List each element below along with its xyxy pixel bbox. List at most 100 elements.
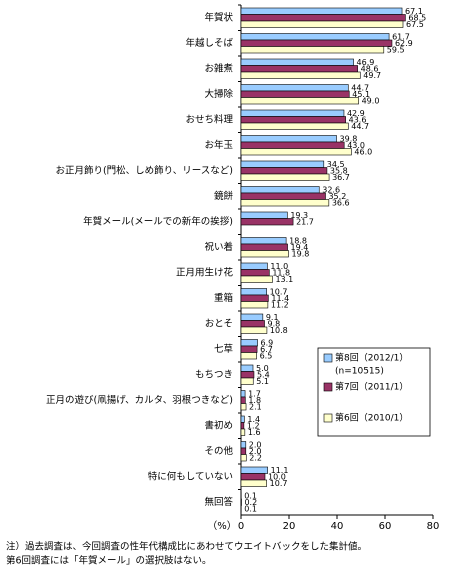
- value-label: 0.1: [244, 504, 257, 513]
- category-label: 七草: [214, 343, 233, 355]
- bar: [241, 480, 267, 487]
- bar: [241, 85, 348, 92]
- category-label: 大掃除: [204, 88, 233, 100]
- value-label: 2.1: [249, 402, 262, 411]
- bar: [241, 467, 268, 474]
- category-label: もちつき: [195, 369, 233, 380]
- bar: [241, 47, 384, 54]
- bar: [241, 353, 257, 360]
- bar: [241, 346, 257, 353]
- bar: [241, 40, 392, 47]
- value-label: 49.7: [363, 71, 381, 80]
- x-tick-label: 40: [331, 521, 344, 532]
- category-label: 祝い着: [204, 241, 233, 253]
- bar: [241, 429, 245, 436]
- bar: [241, 72, 360, 79]
- value-label: 13.1: [275, 275, 293, 284]
- bar: [241, 455, 246, 462]
- value-label: 59.5: [387, 45, 405, 54]
- legend-label: 第7回（2011/1）: [335, 381, 408, 393]
- value-label: 11.2: [271, 300, 289, 309]
- bar: [241, 289, 267, 296]
- bar: [241, 136, 337, 143]
- bar: [241, 200, 329, 207]
- category-label: 重箱: [214, 292, 233, 304]
- bar: [241, 251, 289, 258]
- value-label: 36.6: [332, 198, 350, 207]
- legend-sample-size: (n=10515): [335, 367, 384, 377]
- category-label: 正月の遊び(凧揚げ、カルタ、羽根つきなど): [46, 394, 233, 406]
- bar: [241, 404, 246, 411]
- bar: [241, 91, 349, 98]
- bar: [241, 59, 354, 66]
- x-tick-label: 80: [427, 521, 440, 532]
- x-axis-label: （%）: [207, 520, 237, 532]
- bar: [241, 276, 272, 283]
- bar: [241, 340, 258, 347]
- x-tick-label: 20: [283, 521, 296, 532]
- bar: [241, 365, 253, 372]
- bar: [241, 187, 319, 194]
- x-tick-label: 60: [379, 521, 392, 532]
- category-label: お年玉: [204, 139, 233, 151]
- bar: [241, 263, 267, 270]
- value-label: 5.1: [256, 377, 269, 386]
- category-label: 書初め: [204, 419, 233, 431]
- x-tick-label: 0: [238, 521, 244, 532]
- legend-label: 第6回（2010/1）: [335, 412, 408, 424]
- bar: [241, 34, 389, 41]
- bar: [241, 244, 288, 251]
- category-label: 特に何もしていない: [148, 470, 233, 482]
- category-label: 無回答: [204, 496, 233, 508]
- bar: [241, 123, 348, 130]
- category-label: おせち料理: [185, 113, 233, 125]
- value-label: 10.7: [270, 479, 288, 488]
- bar: [241, 149, 351, 156]
- bar: [241, 168, 327, 175]
- bar: [241, 302, 268, 309]
- value-label: 49.0: [362, 96, 380, 105]
- value-label: 36.7: [332, 173, 350, 182]
- category-label: おとそ: [205, 318, 233, 329]
- category-label: 正月用生け花: [176, 266, 234, 278]
- note: 注）過去調査は、今回調査の性年代構成比にあわせてウエイトバックをした集計値。: [6, 541, 367, 553]
- legend-swatch: [324, 354, 332, 362]
- category-label: その他: [204, 445, 233, 457]
- bar: [241, 212, 287, 219]
- value-label: 67.5: [406, 20, 424, 29]
- category-label: お正月飾り(門松、しめ飾り、リースなど): [55, 164, 233, 176]
- legend-swatch: [324, 383, 332, 391]
- category-label: 年賀メール(メールでの新年の挨拶): [83, 215, 233, 227]
- bar: [241, 327, 267, 334]
- bar: [241, 21, 403, 28]
- legend-label: 第8回（2012/1）: [335, 352, 408, 364]
- value-label: 10.8: [270, 326, 288, 335]
- bar: [241, 161, 324, 168]
- bar: [241, 295, 268, 302]
- category-label: 年越しそば: [185, 37, 233, 49]
- category-label: 鏡餅: [214, 190, 234, 202]
- bar: [241, 314, 263, 321]
- bar: [241, 110, 344, 117]
- value-label: 44.7: [351, 122, 369, 131]
- bar: [241, 270, 269, 277]
- bar: [241, 474, 265, 481]
- bar: [241, 416, 244, 423]
- value-label: 21.7: [296, 217, 314, 226]
- bar: [241, 442, 246, 449]
- value-label: 1.6: [248, 428, 261, 437]
- value-label: 19.8: [292, 249, 310, 258]
- bar: [241, 378, 253, 385]
- bar: [241, 448, 246, 455]
- bar: [241, 117, 346, 124]
- bar: [241, 8, 402, 15]
- value-label: 6.5: [260, 351, 273, 360]
- bar: [241, 142, 344, 149]
- value-label: 46.0: [354, 147, 372, 156]
- category-label: お雑煮: [204, 62, 233, 74]
- bar: [241, 174, 329, 181]
- bar: [241, 372, 254, 379]
- bar: [241, 98, 359, 105]
- bar: [241, 219, 293, 226]
